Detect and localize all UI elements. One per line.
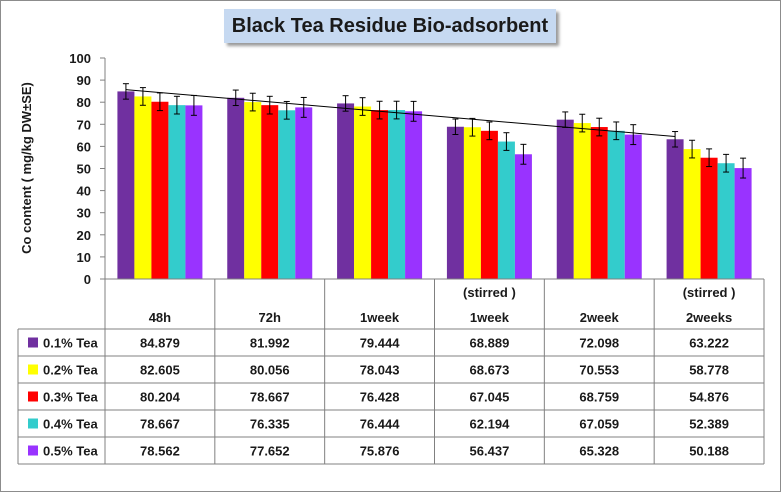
table-cell-value: 79.444 — [360, 336, 401, 351]
table-cell-value: 76.444 — [360, 417, 401, 432]
bar — [480, 130, 498, 279]
x-category-label-top: (stirred ) — [463, 285, 516, 300]
x-category-label: 2week — [580, 310, 620, 325]
table-cell-value: 54.876 — [689, 390, 729, 405]
table-cell-value: 63.222 — [689, 336, 729, 351]
table-cell-value: 56.437 — [470, 444, 510, 459]
bar — [556, 119, 574, 279]
bar — [185, 105, 203, 279]
bar — [666, 139, 684, 279]
y-tick-label: 0 — [84, 272, 91, 287]
table-cell-value: 82.605 — [140, 363, 180, 378]
table-cell-value: 67.059 — [579, 417, 619, 432]
legend-key — [28, 445, 38, 456]
x-category-label: 2weeks — [686, 310, 732, 325]
bar — [590, 127, 608, 280]
table-cell-value: 70.553 — [579, 363, 619, 378]
table-cell-value: 78.043 — [360, 363, 400, 378]
y-tick-label: 100 — [69, 51, 91, 66]
table-cell-value: 77.652 — [250, 444, 290, 459]
table-cell-value: 68.889 — [470, 336, 510, 351]
y-tick-label: 80 — [77, 95, 91, 110]
table-cell-value: 68.759 — [579, 390, 619, 405]
legend-label: 0.3% Tea — [43, 390, 98, 405]
table-cell-value: 76.335 — [250, 417, 290, 432]
x-category-label: 48h — [149, 310, 171, 325]
table-cell-value: 76.428 — [360, 390, 400, 405]
bar — [261, 105, 279, 279]
legend-key — [28, 418, 38, 429]
bar — [683, 149, 701, 279]
legend-label: 0.1% Tea — [43, 336, 98, 351]
legend-label: 0.5% Tea — [43, 444, 98, 459]
bar — [244, 102, 262, 280]
bar — [371, 110, 389, 279]
bar — [700, 157, 718, 279]
table-cell-value: 62.194 — [470, 417, 511, 432]
legend-key — [28, 391, 38, 402]
y-tick-label: 90 — [77, 73, 91, 88]
bar — [117, 91, 135, 279]
bar — [446, 126, 464, 279]
bar — [497, 141, 515, 279]
chart-title-box: Black Tea Residue Bio-adsorbent — [224, 9, 556, 43]
bar — [734, 168, 752, 279]
table-cell-value: 65.328 — [579, 444, 619, 459]
bar — [354, 106, 372, 280]
bar — [573, 123, 591, 279]
table-cell-value: 52.389 — [689, 417, 729, 432]
y-tick-label: 40 — [77, 184, 91, 199]
bar — [337, 103, 355, 279]
table-cell-value: 78.667 — [250, 390, 290, 405]
trendline — [125, 89, 676, 138]
bar — [227, 97, 245, 280]
table-cell-value: 81.992 — [250, 336, 290, 351]
legend-key — [28, 364, 38, 375]
y-tick-label: 30 — [77, 206, 91, 221]
y-tick-label: 10 — [77, 250, 91, 265]
bar — [168, 105, 186, 279]
x-category-label: 1week — [360, 310, 400, 325]
table-cell-value: 72.098 — [579, 336, 619, 351]
table-cell-value: 78.562 — [140, 444, 180, 459]
bar — [388, 110, 406, 279]
chart-title: Black Tea Residue Bio-adsorbent — [231, 14, 549, 37]
table-cell-value: 68.673 — [470, 363, 510, 378]
table-cell-value: 84.879 — [140, 336, 180, 351]
bar — [624, 134, 642, 279]
y-tick-label: 60 — [77, 139, 91, 154]
table-cell-value: 50.188 — [689, 444, 729, 459]
bar — [463, 127, 481, 280]
legend-key — [28, 337, 38, 348]
table-cell-value: 80.204 — [140, 390, 181, 405]
y-tick-label: 20 — [77, 228, 91, 243]
table-cell-value: 80.056 — [250, 363, 290, 378]
x-category-label-top: (stirred ) — [683, 285, 736, 300]
x-category-label: 1week — [470, 310, 510, 325]
y-tick-label: 70 — [77, 117, 91, 132]
bar — [607, 130, 625, 279]
bar — [134, 96, 152, 279]
bar — [278, 110, 296, 279]
legend-label: 0.4% Tea — [43, 417, 98, 432]
table-cell-value: 75.876 — [360, 444, 400, 459]
bar — [295, 107, 313, 280]
bar — [151, 101, 169, 279]
bar — [405, 111, 423, 279]
bar — [514, 154, 532, 279]
table-cell-value: 67.045 — [470, 390, 510, 405]
table-cell-value: 58.778 — [689, 363, 729, 378]
legend-label: 0.2% Tea — [43, 363, 98, 378]
table-cell-value: 78.667 — [140, 417, 180, 432]
y-tick-label: 50 — [77, 162, 91, 177]
bar — [717, 163, 735, 279]
x-category-label: 72h — [259, 310, 281, 325]
